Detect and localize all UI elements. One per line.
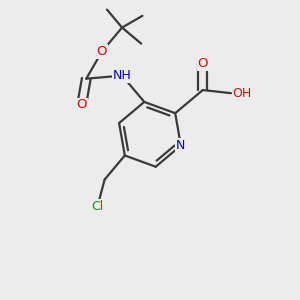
Text: OH: OH [232, 87, 252, 100]
Text: O: O [197, 57, 208, 70]
Text: NH: NH [113, 69, 131, 82]
Text: Cl: Cl [91, 200, 104, 213]
Text: O: O [76, 98, 87, 111]
Text: O: O [97, 45, 107, 58]
Text: N: N [176, 139, 186, 152]
